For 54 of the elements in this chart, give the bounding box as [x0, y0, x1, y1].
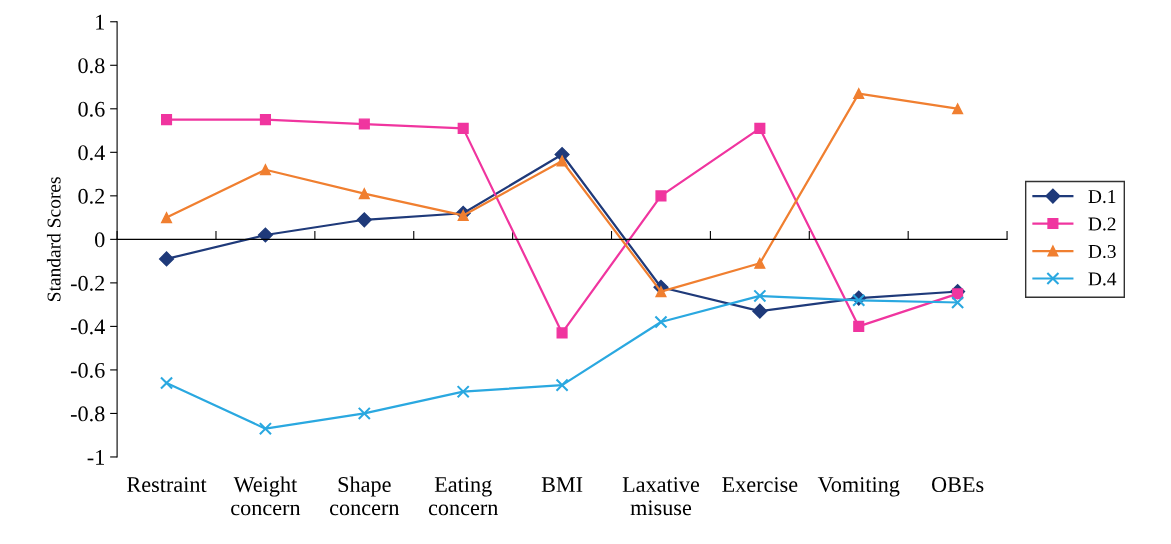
legend-label: D.4 [1088, 272, 1117, 286]
point [357, 406, 371, 421]
point [456, 385, 470, 399]
point [655, 190, 667, 202]
point [853, 88, 865, 100]
point [655, 286, 667, 298]
x-tick-label: BMI [541, 477, 583, 492]
point [159, 376, 174, 390]
point [951, 295, 965, 310]
point [555, 378, 569, 392]
x-tick-label: Laxative misuse [622, 477, 700, 516]
legend-label: D.2 [1088, 217, 1116, 231]
point [754, 122, 766, 134]
point [457, 209, 469, 221]
y-tick-label: -0.4 [70, 319, 105, 335]
x-tick-label: Exercise [722, 477, 798, 493]
point [853, 320, 865, 332]
y-tick-label: -0.6 [70, 362, 105, 378]
x-tick-label: Weight concern [231, 476, 301, 516]
point [358, 118, 370, 130]
point [952, 103, 964, 115]
y-tick-label: -0.2 [70, 275, 105, 291]
y-tick-label: 0.4 [78, 145, 105, 161]
x-tick-label: Shape concern [330, 476, 400, 516]
point [158, 251, 175, 267]
y-tick-label: 0 [95, 232, 105, 248]
y-tick-label: 0.6 [78, 101, 105, 117]
y-tick-label: 0.2 [78, 188, 105, 204]
y-tick-label: -1 [87, 450, 104, 465]
y-tick-label: 0.8 [78, 58, 105, 74]
y-tick-label: 1 [96, 14, 104, 30]
y-tick-label: -0.8 [70, 406, 105, 422]
point [556, 155, 568, 167]
point [556, 327, 568, 339]
legend-label: D.3 [1088, 244, 1116, 259]
x-tick-label: Vomiting [817, 477, 900, 497]
point [259, 114, 271, 126]
x-tick-label: OBEs [931, 477, 984, 493]
point [160, 212, 173, 224]
point [160, 114, 173, 126]
point [259, 164, 271, 176]
x-tick-label: Restraint [127, 477, 207, 493]
point [356, 212, 372, 228]
point [258, 422, 273, 436]
point [257, 227, 273, 243]
point [457, 122, 469, 134]
x-tick-label: Eating concern [428, 477, 499, 516]
point [753, 289, 767, 303]
point [358, 188, 370, 200]
point [754, 257, 766, 269]
legend-label: D.1 [1088, 190, 1116, 204]
point [654, 315, 668, 329]
point [752, 303, 768, 319]
y-axis-title: Standard Scores [46, 177, 61, 301]
